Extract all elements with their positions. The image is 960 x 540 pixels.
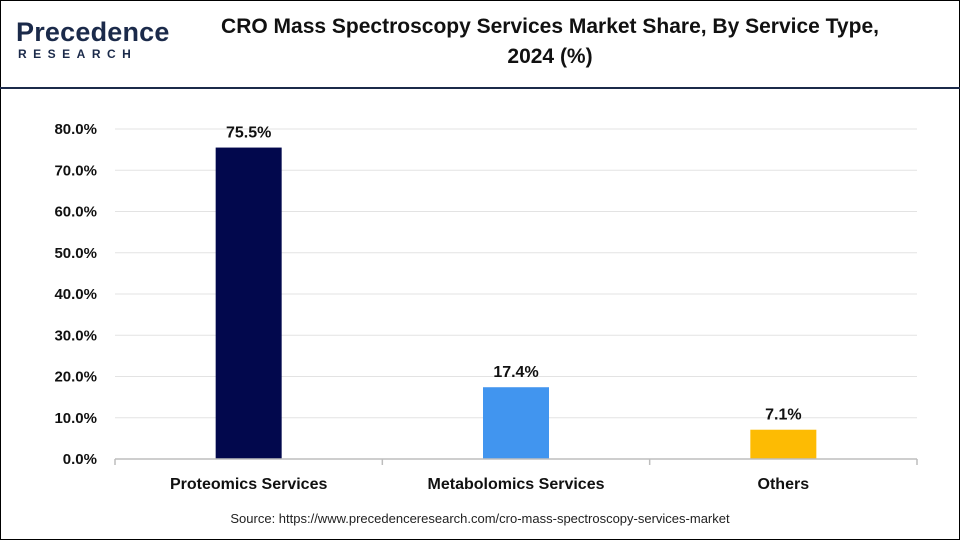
bar [750,429,817,459]
y-tick-label: 40.0% [54,286,97,303]
bars [215,147,817,459]
y-tick-label: 10.0% [54,410,97,427]
x-tick-label: Metabolomics Services [428,476,605,493]
data-label: 75.5% [226,125,271,142]
x-axis [114,458,918,465]
x-tick-label: Others [758,476,810,493]
precedence-research-logo: Precedence RESEARCH [16,17,169,65]
data-label: 7.1% [765,407,801,424]
y-tick-label: 60.0% [54,204,97,221]
bar-chart: 0.0% 10.0% 20.0% 30.0% 40.0% 50.0% 60.0% 70.0% 8… [54,121,918,493]
chart-title-line2: 2024 (%) [507,45,593,68]
y-tick-label: 0.0% [63,451,97,468]
bar [483,387,549,459]
x-tick-label: Proteomics Services [170,476,328,493]
y-axis-tick-labels: 0.0% 10.0% 20.0% 30.0% 40.0% 50.0% 60.0% 70.0% 8… [54,121,97,468]
y-tick-label: 50.0% [54,245,97,262]
y-tick-label: 30.0% [54,327,97,344]
y-tick-label: 80.0% [54,121,97,138]
source-note: Source: https://www.precedenceresearch.c… [230,511,730,526]
x-axis-tick-labels: Proteomics Services Metabolomics Services… [170,476,809,493]
y-tick-label: 70.0% [54,162,97,179]
logo-wordmark: Precedence [16,17,170,47]
data-label: 17.4% [493,364,538,381]
bar [215,147,282,459]
header: Precedence RESEARCH CRO Mass Spectroscop… [0,0,960,89]
chart-title-line1: CRO Mass Spectroscopy Services Market Sh… [221,15,879,38]
chart-title: CRO Mass Spectroscopy Services Market Sh… [170,12,930,72]
logo-subtitle: RESEARCH [18,47,138,61]
y-tick-label: 20.0% [54,369,97,386]
data-labels: 75.5% 17.4% 7.1% [226,125,802,424]
